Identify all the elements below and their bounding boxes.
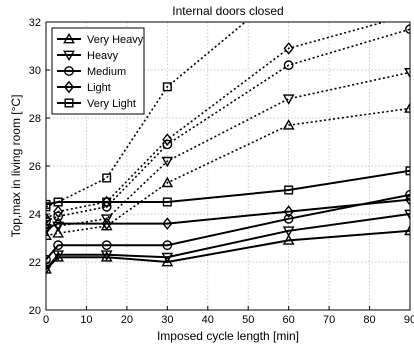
legend: Very Heavy Heavy Medium Light Very Light	[51, 27, 145, 115]
data-point	[161, 252, 174, 264]
series-layer	[46, 22, 410, 276]
x-tick-label: 70	[323, 314, 335, 326]
series-light-solid	[46, 193, 410, 235]
x-tick-label: 80	[363, 314, 375, 326]
data-point	[101, 217, 112, 230]
x-tick-label: 50	[242, 314, 254, 326]
x-tick-label: 30	[161, 314, 173, 326]
data-point	[53, 205, 64, 218]
data-point	[53, 240, 64, 251]
data-point	[101, 195, 112, 209]
data-point	[101, 240, 112, 251]
x-tick-label: 0	[43, 314, 49, 326]
data-point	[102, 173, 112, 183]
series-line	[46, 28, 410, 222]
data-point	[404, 67, 410, 79]
data-point	[53, 197, 63, 207]
data-point	[161, 176, 174, 188]
data-point	[162, 197, 172, 207]
data-point	[102, 197, 112, 207]
data-point	[100, 250, 113, 261]
series-light-dotted	[46, 22, 387, 226]
data-point	[46, 223, 52, 235]
legend-item-light: Light	[57, 80, 111, 94]
data-point	[46, 264, 52, 276]
series-line	[46, 229, 410, 270]
legend-marker	[63, 32, 75, 44]
legend-item-very-heavy: Very Heavy	[57, 32, 144, 46]
x-tick-label: 10	[80, 314, 92, 326]
legend-label: Heavy	[87, 50, 119, 62]
legend-marker	[64, 98, 74, 108]
series-heavy-solid	[46, 209, 410, 276]
data-point	[282, 94, 295, 105]
data-point	[46, 216, 51, 227]
data-point	[404, 224, 410, 236]
legend-marker	[63, 80, 75, 94]
data-point	[46, 254, 51, 265]
x-axis-label: Imposed cycle length [min]	[157, 329, 299, 343]
data-point	[52, 227, 65, 238]
legend-label: Very Light	[87, 98, 136, 110]
data-point	[162, 133, 173, 146]
y-tick-label: 28	[29, 113, 41, 125]
data-point	[282, 226, 295, 237]
data-point	[283, 205, 294, 218]
data-point	[162, 82, 172, 92]
data-point	[161, 255, 174, 267]
y-tick-label: 24	[29, 209, 41, 221]
x-tick-label: 40	[202, 314, 214, 326]
series-line	[46, 193, 410, 261]
data-point	[283, 60, 294, 71]
data-point	[52, 250, 65, 261]
data-point	[405, 166, 410, 176]
y-tick-label: 32	[29, 17, 41, 29]
data-point	[46, 222, 52, 235]
legend-item-medium: Medium	[57, 66, 126, 78]
series-line	[46, 107, 410, 237]
data-point	[46, 212, 52, 226]
data-point	[283, 42, 294, 55]
y-tick-label: 30	[29, 65, 41, 77]
y-tick-label: 22	[29, 257, 41, 269]
y-axis-label: Top,max in living room [°C]	[9, 95, 23, 238]
x-tick-label: 90	[404, 314, 414, 326]
x-tick-label: 20	[121, 314, 133, 326]
legend-label: Medium	[87, 66, 126, 78]
data-point	[404, 209, 410, 221]
data-point	[404, 193, 410, 206]
data-point	[282, 119, 295, 130]
y-tick-label: 26	[29, 161, 41, 173]
data-point	[162, 217, 173, 230]
data-point	[283, 213, 294, 224]
legend-label: Light	[87, 82, 111, 94]
ticks: 0 10 20 30 40 50 60 70 80 90 20 22 24 26 28 30 32	[29, 17, 414, 326]
data-point	[53, 217, 64, 230]
legend-label: Very Heavy	[87, 34, 144, 46]
y-tick-label: 20	[29, 305, 41, 317]
data-point	[100, 214, 113, 225]
data-point	[46, 229, 52, 241]
legend-item-heavy: Heavy	[57, 50, 119, 62]
series-line	[46, 198, 410, 230]
data-point	[162, 240, 173, 251]
legend-item-very-light: Very Light	[57, 98, 136, 110]
data-point	[404, 102, 410, 113]
series-line	[46, 169, 410, 206]
legend-marker	[63, 50, 75, 62]
x-tick-label: 60	[283, 314, 295, 326]
chart-title: Internal doors closed	[172, 4, 283, 18]
data-point	[284, 185, 294, 195]
data-point	[282, 234, 295, 245]
legend-marker	[64, 66, 74, 76]
data-point	[161, 156, 174, 168]
